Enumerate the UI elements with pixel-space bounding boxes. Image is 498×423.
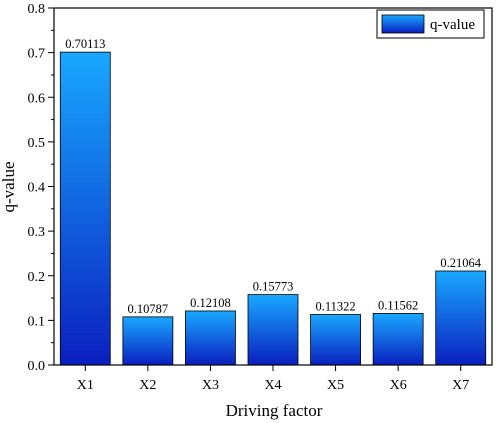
x-tick-label-x6: X6 bbox=[390, 378, 407, 393]
y-tick-label: 0.4 bbox=[28, 181, 46, 196]
data-label-x3: 0.12108 bbox=[190, 296, 231, 310]
bar-x5 bbox=[310, 314, 361, 366]
x-axis-title: Driving factor bbox=[226, 401, 323, 420]
data-label-x1: 0.70113 bbox=[65, 37, 105, 51]
data-label-x6: 0.11562 bbox=[378, 298, 418, 312]
data-label-x7: 0.21064 bbox=[440, 256, 481, 270]
y-axis-title: q-value bbox=[0, 162, 18, 213]
y-tick-label: 0.3 bbox=[28, 225, 46, 240]
x-tick-label-x1: X1 bbox=[77, 378, 94, 393]
legend: q-value bbox=[376, 9, 485, 39]
x-tick-label-x7: X7 bbox=[452, 378, 469, 393]
x-tick-label-x4: X4 bbox=[264, 378, 281, 393]
bars-layer bbox=[59, 51, 487, 366]
x-tick-label-x3: X3 bbox=[202, 378, 219, 393]
y-tick-label: 0.6 bbox=[28, 91, 46, 106]
axes-layer: 0.0 0.1 0.2 0.3 0.4 0.5 0.6 0.7 0.8 X1 X2 X3 X4 X5 X6 X… bbox=[28, 2, 493, 393]
bar-x1 bbox=[59, 51, 111, 366]
y-tick-label: 0.1 bbox=[28, 314, 46, 329]
y-tick-label: 0.5 bbox=[28, 136, 46, 151]
bar-x3 bbox=[185, 310, 236, 366]
data-labels-layer: 0.70113 0.10787 0.12108 0.15773 0.11322 0.115… bbox=[65, 37, 482, 316]
x-tick-label-x5: X5 bbox=[327, 378, 344, 393]
x-tick-label-x2: X2 bbox=[139, 378, 156, 393]
data-label-x2: 0.10787 bbox=[128, 302, 169, 316]
bar-x6 bbox=[372, 312, 424, 366]
legend-swatch bbox=[381, 14, 425, 34]
y-tick-label: 0.7 bbox=[28, 47, 46, 62]
y-tick-label: 0.2 bbox=[28, 270, 46, 285]
legend-label: q-value bbox=[430, 17, 475, 33]
bar-x7 bbox=[435, 270, 487, 366]
bar-x4 bbox=[247, 294, 299, 366]
data-label-x4: 0.15773 bbox=[253, 280, 294, 294]
data-label-x5: 0.11322 bbox=[315, 299, 355, 313]
bar-x2 bbox=[122, 316, 174, 366]
y-tick-label: 0.8 bbox=[28, 2, 46, 17]
y-tick-label: 0.0 bbox=[28, 359, 46, 374]
